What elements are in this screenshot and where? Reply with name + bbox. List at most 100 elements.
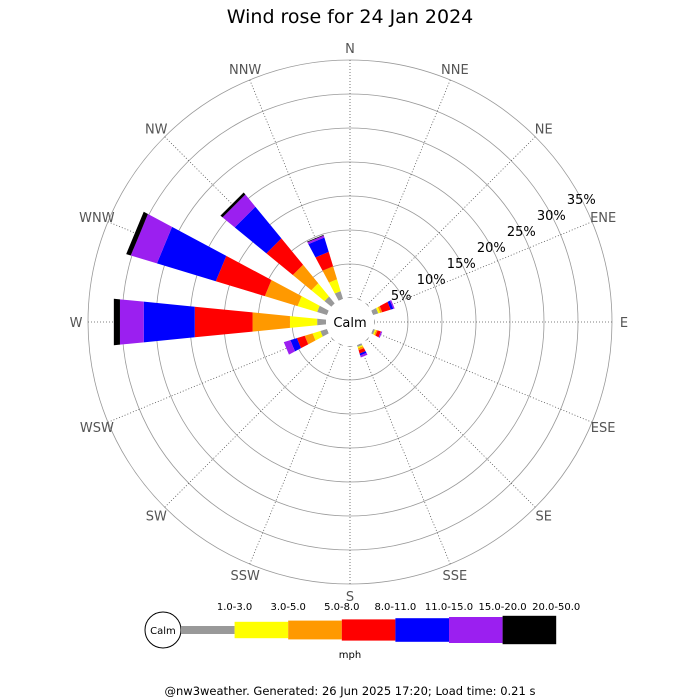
bar-sse-8-0-11-0 xyxy=(358,348,366,354)
radial-tick-15-: 15% xyxy=(447,257,476,272)
bar-w-20-0-50-0 xyxy=(113,298,120,346)
direction-label-nw: NW xyxy=(145,122,168,137)
bar-wsw-1-0-3-0 xyxy=(320,329,329,337)
direction-label-sse: SSE xyxy=(442,569,467,584)
bar-nw-15-0-20-0 xyxy=(222,194,256,228)
wind-rose-bars xyxy=(113,192,395,358)
bar-sse-1-0-3-0 xyxy=(357,343,363,348)
legend-label-15-0-20-0: 15.0-20.0 xyxy=(479,602,527,613)
direction-labels: N NNE NE ENE E ESE SE SSE S SSW SW WSW W WNW NW NNW xyxy=(70,42,629,605)
bar-sse-3-0-5-0 xyxy=(357,345,363,349)
bar-wsw-5-0-8-0 xyxy=(304,333,316,345)
bar-nne-1-0-3-0 xyxy=(357,298,362,301)
legend-swatch-8-0-11-0 xyxy=(341,619,396,641)
bar-se-1-0-3-0 xyxy=(365,337,370,342)
spoke-se xyxy=(366,338,536,508)
bar-sse-11-0-15-0 xyxy=(359,351,367,356)
bar-ene-15-0-20-0 xyxy=(389,300,395,309)
bar-ene-5-0-8-0 xyxy=(377,306,383,313)
chart-title: Wind rose for 24 Jan 2024 xyxy=(227,6,474,28)
speed-legend: Calm 1.0-3.0 3.0-5.0 5.0-8.0 8.0-11.0 11.0-1… xyxy=(144,602,580,649)
direction-label-ese: ESE xyxy=(591,421,616,436)
legend-label-3-0-5-0: 3.0-5.0 xyxy=(270,602,305,613)
radial-tick-labels: 5% 10%15%20%25%30%35% xyxy=(391,193,596,304)
direction-label-ene: ENE xyxy=(590,211,616,226)
unit-label: mph xyxy=(339,650,361,661)
bar-w-5-0-8-0 xyxy=(252,312,290,332)
bar-w-8-0-11-0 xyxy=(194,306,253,338)
footer-text: @nw3weather. Generated: 26 Jun 2025 17:2… xyxy=(165,684,536,698)
radial-tick-5-: 5% xyxy=(391,289,412,304)
direction-label-e: E xyxy=(620,316,628,331)
bar-ese-3-0-5-0 xyxy=(373,329,377,335)
radial-tick-25-: 25% xyxy=(507,225,536,240)
legend-calm-label: Calm xyxy=(150,626,176,637)
bar-wsw-15-0-20-0 xyxy=(283,340,295,355)
calm-center: Calm xyxy=(326,298,374,346)
bar-ene-3-0-5-0 xyxy=(376,307,381,314)
bar-wnw-5-0-8-0 xyxy=(264,280,302,307)
legend-label-5-0-8-0: 5.0-8.0 xyxy=(324,602,359,613)
bar-wnw-3-0-5-0 xyxy=(297,296,320,313)
direction-label-sw: SW xyxy=(146,510,167,525)
bar-ene-11-0-15-0 xyxy=(387,300,394,310)
legend-swatch-11-0-15-0 xyxy=(395,618,449,642)
direction-label-s: S xyxy=(346,590,354,605)
direction-label-ne: NE xyxy=(535,122,553,137)
bar-wnw-15-0-20-0 xyxy=(130,214,173,264)
bar-sse-15-0-20-0 xyxy=(360,352,368,358)
legend-label-20-0-50-0: 20.0-50.0 xyxy=(532,602,580,613)
radial-tick-10-: 10% xyxy=(417,273,446,288)
bar-ene-8-0-11-0 xyxy=(379,301,391,313)
bar-ese-8-0-11-0 xyxy=(375,330,381,338)
direction-label-wnw: WNW xyxy=(79,211,115,226)
bar-e-1-0-3-0 xyxy=(374,319,375,325)
legend-label-8-0-11-0: 8.0-11.0 xyxy=(375,602,417,613)
spoke-nne xyxy=(358,79,451,300)
bar-w-3-0-5-0 xyxy=(289,316,318,328)
direction-label-nne: NNE xyxy=(441,63,469,78)
bar-sw-1-0-3-0 xyxy=(330,337,335,342)
bar-nnw-8-0-11-0 xyxy=(315,251,334,271)
legend-label-11-0-15-0: 11.0-15.0 xyxy=(425,602,473,613)
spoke-ne xyxy=(366,136,536,306)
spoke-ene xyxy=(372,221,593,314)
bar-nnw-1-0-3-0 xyxy=(334,291,343,301)
legend-swatch-20-0-50-0 xyxy=(502,615,557,645)
direction-label-n: N xyxy=(345,42,355,57)
spoke-sw xyxy=(164,338,334,508)
bar-w-15-0-20-0 xyxy=(119,299,144,345)
legend-swatch-5-0-8-0 xyxy=(288,620,342,640)
bar-nw-11-0-15-0 xyxy=(234,206,282,254)
bar-wsw-3-0-5-0 xyxy=(312,330,323,341)
calm-circle xyxy=(326,298,374,346)
legend-swatch-1-0-3-0 xyxy=(181,626,235,634)
bar-nnw-3-0-5-0 xyxy=(328,279,341,294)
bar-wsw-11-0-15-0 xyxy=(290,338,302,352)
direction-label-nnw: NNW xyxy=(229,63,261,78)
bar-w-11-0-15-0 xyxy=(143,301,195,343)
legend-label-1-0-3-0: 1.0-3.0 xyxy=(217,602,252,613)
bar-ese-15-0-20-0 xyxy=(378,331,383,338)
bar-ese-1-0-3-0 xyxy=(371,329,376,335)
spoke-sse xyxy=(358,344,451,565)
bar-s-1-0-3-0 xyxy=(347,346,353,347)
bar-nw-1-0-3-0 xyxy=(324,296,335,307)
bar-nw-5-0-8-0 xyxy=(292,264,319,291)
bar-wsw-8-0-11-0 xyxy=(296,335,309,349)
spoke-ssw xyxy=(249,344,342,565)
bar-nw-20-0-50-0 xyxy=(220,192,246,218)
bar-nnw-20-0-50-0 xyxy=(307,234,324,243)
bar-nw-8-0-11-0 xyxy=(266,238,304,276)
direction-label-wsw: WSW xyxy=(80,421,114,436)
bar-w-1-0-3-0 xyxy=(317,318,326,326)
bar-ese-5-0-8-0 xyxy=(374,329,378,336)
bar-nw-3-0-5-0 xyxy=(311,283,330,302)
radial-tick-30-: 30% xyxy=(537,209,566,224)
bar-wnw-8-0-11-0 xyxy=(215,255,272,297)
spoke-ese xyxy=(372,330,593,423)
legend-swatch-3-0-5-0 xyxy=(234,621,289,639)
bar-ssw-1-0-3-0 xyxy=(338,343,343,346)
legend-swatch-15-0-20-0 xyxy=(449,617,503,643)
bar-wnw-1-0-3-0 xyxy=(317,305,329,315)
